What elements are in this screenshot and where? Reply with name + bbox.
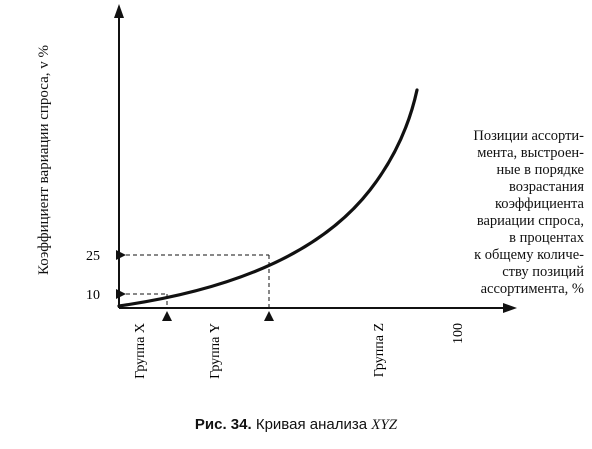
x-axis-description-line: ные в порядке bbox=[496, 162, 584, 178]
figure-number: Рис. 34. bbox=[194, 416, 252, 433]
y-marker-10 bbox=[116, 289, 126, 299]
x-axis-description-line: ассортимента, % bbox=[480, 281, 584, 297]
y-tick-label-10: 10 bbox=[86, 288, 100, 303]
group-label-z: Группа Z bbox=[372, 323, 387, 377]
figure-caption: Рис. 34. Кривая анализа XYZ bbox=[0, 416, 592, 434]
y-marker-25 bbox=[116, 250, 126, 260]
x-axis-description-line: к общему количе- bbox=[474, 247, 584, 263]
x-axis-description-line: вариации спроса, bbox=[476, 213, 584, 229]
xyz-curve bbox=[117, 88, 419, 308]
group-label-x: Группа X bbox=[133, 323, 148, 379]
x-marker-yz bbox=[264, 311, 274, 321]
y-tick-label-25: 25 bbox=[86, 249, 100, 264]
x-tick-label-100: 100 bbox=[451, 323, 466, 344]
group-label-y: Группа Y bbox=[208, 323, 223, 379]
figure-caption-xyz: XYZ bbox=[371, 417, 398, 433]
x-axis-description-line: мента, выстроен- bbox=[477, 145, 584, 161]
x-axis-description-line: в процентах bbox=[509, 230, 584, 246]
x-axis-description-line: Позиции ассорти- bbox=[473, 128, 584, 144]
y-axis-label: Коэффициент вариации спроса, v % bbox=[36, 44, 52, 276]
figure-caption-text: Кривая анализа bbox=[251, 416, 372, 433]
x-axis-description-line: ству позиций bbox=[502, 264, 584, 280]
y-axis-arrow bbox=[114, 4, 124, 18]
x-axis-description: Позиции ассорти- мента, выстроен- ные в … bbox=[392, 128, 584, 298]
x-marker-xy bbox=[162, 311, 172, 321]
x-axis-description-line: коэффициента bbox=[494, 196, 584, 212]
x-axis-arrow bbox=[503, 303, 517, 313]
x-axis-description-line: возрастания bbox=[509, 179, 584, 195]
